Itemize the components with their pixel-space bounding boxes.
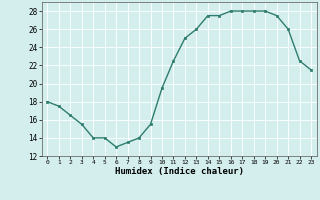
X-axis label: Humidex (Indice chaleur): Humidex (Indice chaleur) (115, 167, 244, 176)
